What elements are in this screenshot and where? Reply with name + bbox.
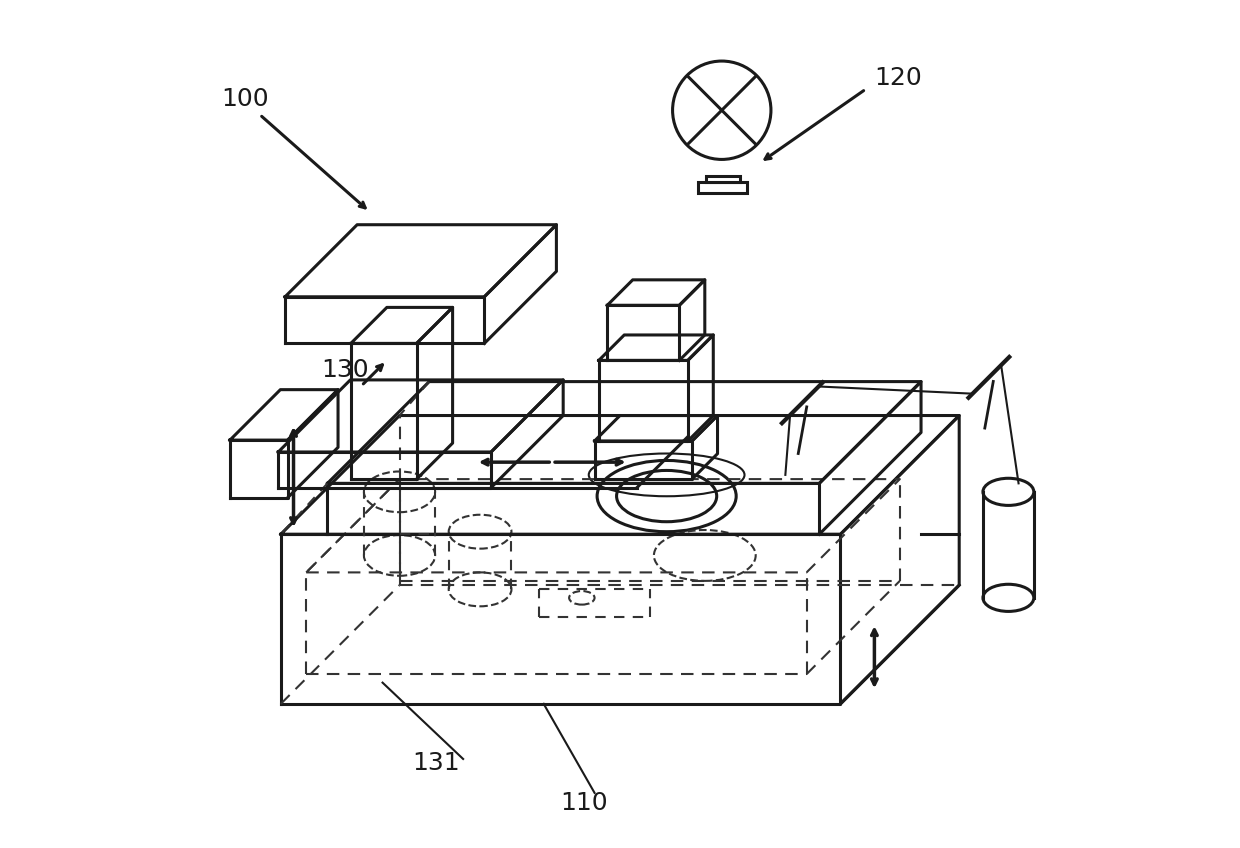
FancyBboxPatch shape xyxy=(698,182,748,193)
Text: 100: 100 xyxy=(222,87,269,111)
Text: 110: 110 xyxy=(560,791,609,815)
Ellipse shape xyxy=(983,478,1034,505)
Ellipse shape xyxy=(983,584,1034,611)
Text: 120: 120 xyxy=(874,66,923,90)
Text: 131: 131 xyxy=(412,751,460,775)
FancyBboxPatch shape xyxy=(706,176,739,182)
Text: 130: 130 xyxy=(321,359,370,382)
